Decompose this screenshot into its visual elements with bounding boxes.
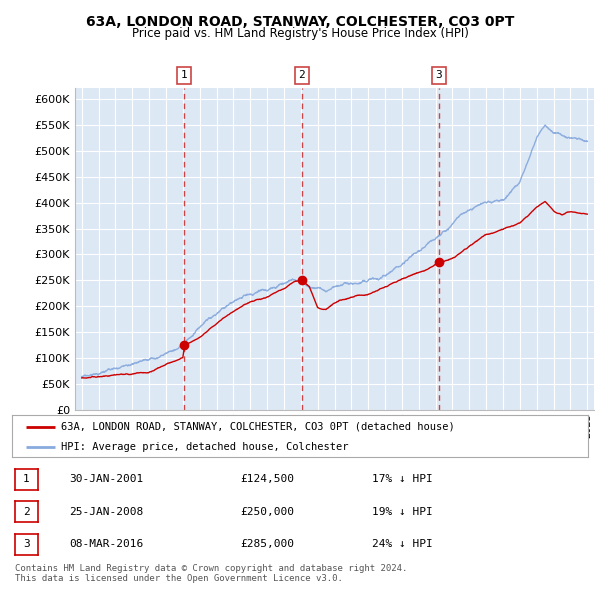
Text: £285,000: £285,000 <box>240 539 294 549</box>
Text: £250,000: £250,000 <box>240 507 294 517</box>
Text: 08-MAR-2016: 08-MAR-2016 <box>69 539 143 549</box>
Text: 63A, LONDON ROAD, STANWAY, COLCHESTER, CO3 0PT (detached house): 63A, LONDON ROAD, STANWAY, COLCHESTER, C… <box>61 422 455 432</box>
Text: 2: 2 <box>23 507 30 517</box>
Text: 24% ↓ HPI: 24% ↓ HPI <box>372 539 433 549</box>
Text: HPI: Average price, detached house, Colchester: HPI: Average price, detached house, Colc… <box>61 442 349 451</box>
Text: 30-JAN-2001: 30-JAN-2001 <box>69 474 143 484</box>
Text: 3: 3 <box>436 70 442 80</box>
Text: 63A, LONDON ROAD, STANWAY, COLCHESTER, CO3 0PT: 63A, LONDON ROAD, STANWAY, COLCHESTER, C… <box>86 15 514 29</box>
Text: 17% ↓ HPI: 17% ↓ HPI <box>372 474 433 484</box>
Text: £124,500: £124,500 <box>240 474 294 484</box>
Text: 2: 2 <box>299 70 305 80</box>
Text: 3: 3 <box>23 539 30 549</box>
Text: 25-JAN-2008: 25-JAN-2008 <box>69 507 143 517</box>
Text: 1: 1 <box>23 474 30 484</box>
Text: Price paid vs. HM Land Registry's House Price Index (HPI): Price paid vs. HM Land Registry's House … <box>131 27 469 40</box>
Text: 1: 1 <box>181 70 188 80</box>
Text: 19% ↓ HPI: 19% ↓ HPI <box>372 507 433 517</box>
Text: Contains HM Land Registry data © Crown copyright and database right 2024.
This d: Contains HM Land Registry data © Crown c… <box>15 563 407 583</box>
